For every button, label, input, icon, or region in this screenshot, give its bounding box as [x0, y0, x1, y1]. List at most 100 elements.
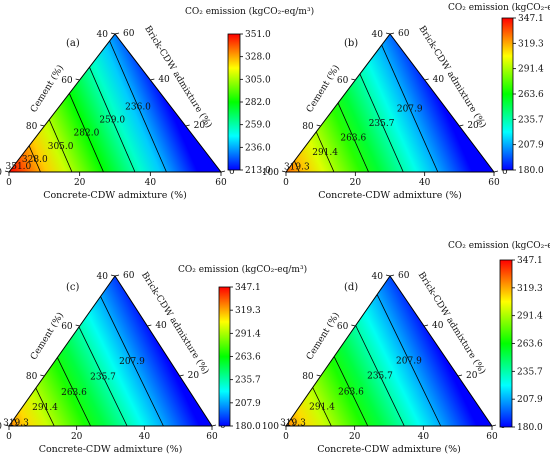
cement-tick-label: 40 — [372, 272, 384, 282]
colorbar-tick-label: 328.0 — [245, 53, 271, 63]
cement-tick-label: 100 — [0, 422, 2, 432]
concrete-axis-title: Concrete-CDW admixture (%) — [317, 444, 461, 455]
cement-tick-label: 80 — [26, 122, 38, 132]
concrete-tick-label: 0 — [283, 178, 289, 188]
brick-tick-label: 60 — [123, 29, 135, 39]
contour-label: 291.4 — [312, 148, 338, 158]
concrete-tick-label: 60 — [206, 432, 218, 442]
cement-tick-label: 60 — [337, 76, 349, 86]
contour-line — [290, 418, 296, 427]
colorbar-tick-label: 180.0 — [517, 423, 543, 433]
colorbar-tick-label: 347.1 — [518, 14, 544, 24]
concrete-tick-label: 20 — [71, 432, 83, 442]
ternary-ticks: 40 60 80 100 0 20 40 60 60 40 20 0 — [0, 29, 235, 188]
contour-label: 305.0 — [48, 142, 74, 152]
colorbar-tick-label: 180.0 — [235, 422, 261, 432]
contour-label: 291.4 — [309, 403, 335, 413]
colorbar-tick-label: 319.3 — [518, 39, 544, 49]
brick-tick-label: 20 — [466, 371, 478, 381]
colorbar-tick-label: 235.7 — [235, 376, 261, 386]
brick-tick-label: 20 — [188, 371, 200, 381]
brick-tick-label: 40 — [432, 321, 444, 331]
colorbar-tick-label: 305.0 — [245, 75, 271, 85]
colorbar-bar — [499, 259, 513, 428]
brick-tick-label: 40 — [158, 75, 170, 85]
panel-label: (a) — [66, 38, 80, 49]
cement-tick-label: 60 — [337, 322, 349, 332]
colorbar-tick-label: 236.0 — [245, 143, 271, 153]
concrete-tick-label: 40 — [145, 178, 157, 188]
contour-line — [78, 326, 128, 427]
brick-tick-label: 60 — [398, 29, 410, 39]
panel-label: (c) — [66, 282, 80, 293]
contour-line — [109, 40, 167, 173]
colorbar-tick-label: 347.1 — [517, 256, 543, 266]
contour-label: 235.7 — [90, 372, 116, 382]
brick-tick-label: 0 — [229, 167, 235, 177]
cement-tick-label: 100 — [262, 168, 279, 178]
contour-label: 291.4 — [32, 403, 58, 413]
colorbar: 347.1 319.3 291.4 263.6 235.7 207.9 180.0 CO₂ e… — [448, 2, 550, 176]
contour-line — [355, 325, 405, 427]
ternary-triangle — [8, 275, 213, 427]
brick-tick-label: 0 — [502, 167, 508, 177]
brick-tick-label: 20 — [467, 121, 479, 131]
contour-line — [359, 73, 404, 173]
concrete-tick-label: 0 — [283, 432, 289, 442]
contour-label: 235.7 — [367, 372, 393, 382]
concrete-tick-label: 60 — [215, 178, 227, 188]
colorbar-bar — [501, 17, 514, 171]
contour-label: 207.9 — [396, 356, 422, 366]
panel-label: (b) — [344, 38, 358, 49]
contour-line — [57, 357, 91, 427]
concrete-axis-title: Concrete-CDW admixture (%) — [318, 190, 462, 201]
contour-line — [35, 387, 55, 427]
contour-label: 207.9 — [397, 105, 423, 115]
cement-tick-label: 60 — [61, 322, 73, 332]
colorbar-tick-label: 213.0 — [245, 166, 271, 176]
colorbar-tick-label: 235.7 — [517, 367, 543, 377]
colorbar-tick-label: 319.3 — [235, 306, 261, 316]
concrete-tick-label: 20 — [74, 178, 86, 188]
cement-tick-label: 40 — [372, 30, 384, 40]
concrete-tick-label: 20 — [349, 432, 361, 442]
contour-line — [100, 296, 164, 427]
contour-label: 319.3 — [3, 418, 29, 428]
brick-tick-label: 60 — [398, 271, 410, 281]
colorbar-tick-label: 207.9 — [517, 395, 543, 405]
cement-tick-label: 80 — [26, 372, 38, 382]
colorbar-tick-label: 259.0 — [245, 121, 271, 131]
contour-label: 263.6 — [340, 133, 366, 143]
colorbar-tick-label: 351.0 — [245, 30, 271, 40]
colorbar-tick-label: 282.0 — [245, 98, 271, 108]
colorbar-tick-label: 319.3 — [517, 284, 543, 294]
brick-tick-label: 60 — [123, 271, 135, 281]
contour-label: 282.0 — [74, 129, 100, 139]
colorbar-title: CO₂ emission (kgCO₂-eq/m³) — [178, 264, 307, 275]
concrete-tick-label: 20 — [350, 178, 362, 188]
contour-label: 319.3 — [284, 162, 310, 172]
contour-label: 263.6 — [338, 387, 364, 397]
brick-tick-label: 40 — [155, 321, 167, 331]
colorbar-title: CO₂ emission (kgCO₂-eq/m³) — [185, 6, 314, 17]
colorbar: 347.1 319.3 291.4 263.6 235.7 207.9 180.0 CO₂ e… — [448, 240, 550, 433]
contour-line — [13, 418, 19, 427]
contour-line — [312, 387, 332, 427]
cement-tick-label: 40 — [97, 30, 109, 40]
colorbar-tick-label: 291.4 — [518, 65, 544, 75]
concrete-tick-label: 40 — [418, 432, 430, 442]
cement-tick-label: 80 — [302, 122, 314, 132]
concrete-tick-label: 60 — [486, 432, 498, 442]
colorbar-tick-label: 180.0 — [518, 166, 544, 176]
colorbar-tick-label: 263.6 — [235, 353, 261, 363]
colorbar-tick-label: 207.9 — [518, 141, 544, 151]
contour-line — [89, 67, 136, 173]
contour-line — [315, 131, 335, 173]
colorbar-tick-label: 291.4 — [235, 329, 261, 339]
